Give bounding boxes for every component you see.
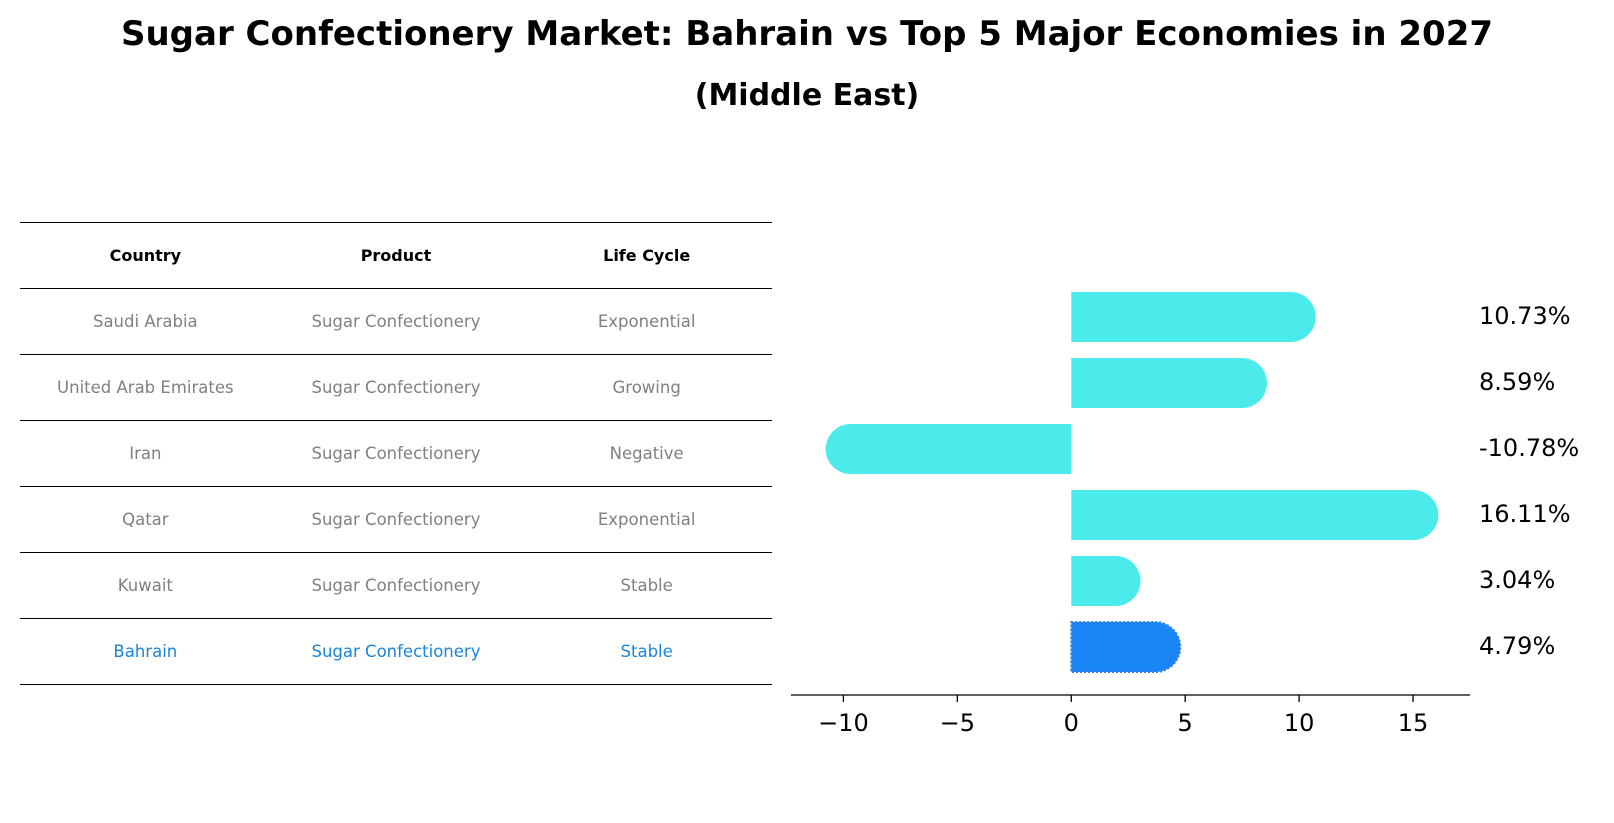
bar-value-label: 10.73% xyxy=(1479,302,1571,330)
x-tick-label: 10 xyxy=(1284,709,1315,737)
cell-country: Kuwait xyxy=(20,552,271,619)
bar-value-label: -10.78% xyxy=(1479,434,1579,462)
table-row: Saudi Arabia Sugar Confectionery Exponen… xyxy=(20,288,772,355)
bar-value-label: 4.79% xyxy=(1479,632,1555,660)
cell-product: Sugar Confectionery xyxy=(270,552,522,619)
cell-life-cycle: Stable xyxy=(521,552,772,619)
table-row-highlighted: Bahrain Sugar Confectionery Stable xyxy=(20,618,772,685)
cell-country: Saudi Arabia xyxy=(20,288,271,355)
cell-life-cycle: Exponential xyxy=(521,288,772,355)
chart-subtitle: (Middle East) xyxy=(694,78,920,113)
table-row: United Arab Emirates Sugar Confectionery… xyxy=(20,354,772,421)
cell-country: Qatar xyxy=(20,486,271,553)
bar xyxy=(1071,490,1439,540)
country-table: Country Product Life Cycle Saudi Arabia … xyxy=(20,222,772,685)
cell-country: Iran xyxy=(20,420,271,487)
cell-life-cycle: Exponential xyxy=(521,486,772,553)
x-tick-label: −5 xyxy=(940,709,975,737)
cell-life-cycle: Negative xyxy=(521,420,772,487)
cell-product: Sugar Confectionery xyxy=(270,618,522,685)
cell-product: Sugar Confectionery xyxy=(270,486,522,553)
cell-product: Sugar Confectionery xyxy=(270,354,522,421)
header-country: Country xyxy=(20,222,271,289)
x-tick-label: 5 xyxy=(1178,709,1193,737)
cell-product: Sugar Confectionery xyxy=(270,420,522,487)
bar xyxy=(1071,556,1141,606)
bar-value-label: 16.11% xyxy=(1479,500,1571,528)
table-row: Kuwait Sugar Confectionery Stable xyxy=(20,552,772,619)
chart-title: Sugar Confectionery Market: Bahrain vs T… xyxy=(120,14,1494,54)
bar xyxy=(1071,358,1267,408)
bar-value-label: 8.59% xyxy=(1479,368,1555,396)
cell-country: Bahrain xyxy=(20,618,271,685)
x-tick-label: 15 xyxy=(1398,709,1429,737)
x-tick-label: 0 xyxy=(1064,709,1079,737)
bar-highlighted xyxy=(1070,621,1182,673)
x-tick-label: −10 xyxy=(818,709,869,737)
cell-life-cycle: Stable xyxy=(521,618,772,685)
header-product: Product xyxy=(270,222,522,289)
bar-chart: 10.73% 8.59% -10.78% 16.11% 3.04% 4.79% −10 −5 0… xyxy=(791,292,1579,737)
table-row: Qatar Sugar Confectionery Exponential xyxy=(20,486,772,553)
cell-country: United Arab Emirates xyxy=(20,354,271,421)
header-life-cycle: Life Cycle xyxy=(521,222,772,289)
table-header-row: Country Product Life Cycle xyxy=(20,222,772,289)
bar xyxy=(825,424,1072,474)
table-row: Iran Sugar Confectionery Negative xyxy=(20,420,772,487)
bar-value-label: 3.04% xyxy=(1479,566,1555,594)
bar xyxy=(1071,292,1316,342)
cell-life-cycle: Growing xyxy=(521,354,772,421)
cell-product: Sugar Confectionery xyxy=(270,288,522,355)
